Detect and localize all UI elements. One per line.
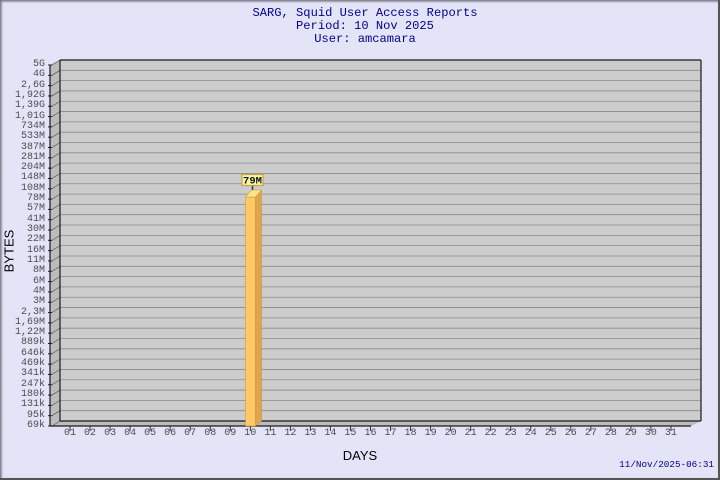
- svg-text:79M: 79M: [243, 175, 262, 187]
